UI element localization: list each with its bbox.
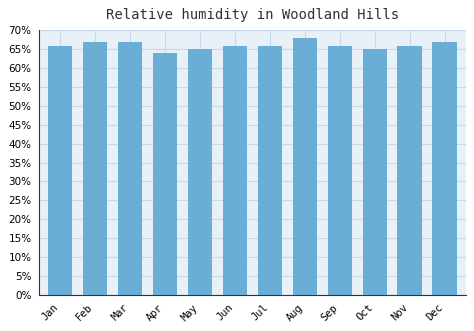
Bar <box>48 46 73 295</box>
Bar <box>153 53 177 295</box>
Bar <box>292 38 317 295</box>
Title: Relative humidity in Woodland Hills: Relative humidity in Woodland Hills <box>106 8 399 22</box>
Bar <box>363 49 387 295</box>
Bar <box>223 46 247 295</box>
Bar <box>83 42 107 295</box>
Bar <box>398 46 422 295</box>
Bar <box>258 46 282 295</box>
Bar <box>118 42 142 295</box>
Bar <box>188 49 212 295</box>
Bar <box>328 46 352 295</box>
Bar <box>432 42 457 295</box>
